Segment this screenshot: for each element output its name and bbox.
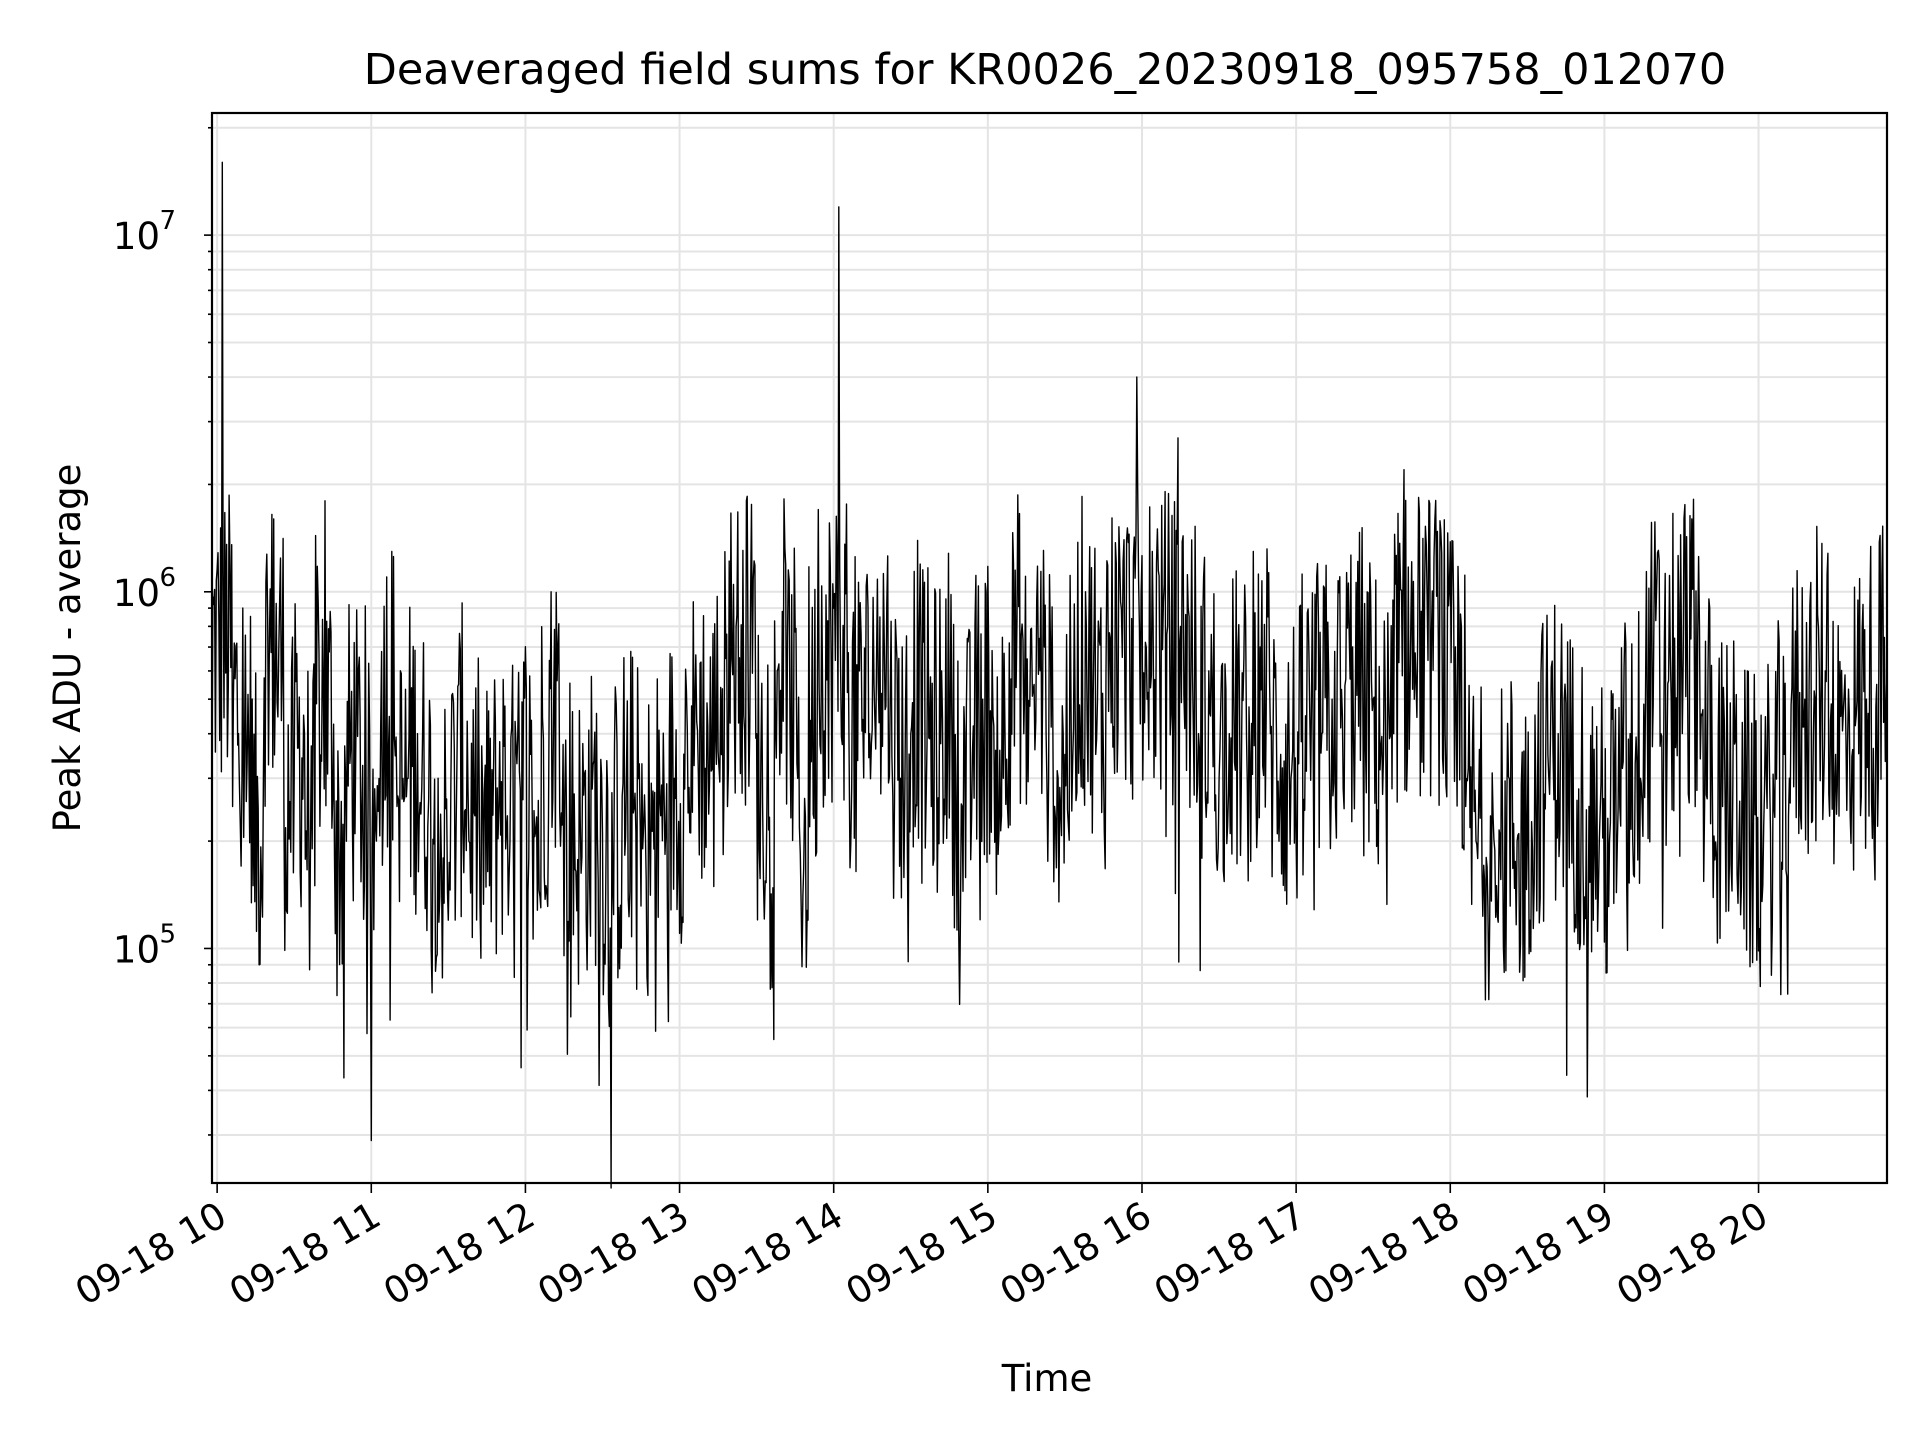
y-tick-label: 10 bbox=[113, 928, 160, 971]
chart-title: Deaveraged field sums for KR0026_2023091… bbox=[364, 45, 1727, 95]
y-tick-label: 10 bbox=[113, 215, 160, 258]
y-tick-label: 10 bbox=[113, 572, 160, 615]
x-axis-label: Time bbox=[1001, 1357, 1093, 1400]
plot-frame bbox=[210, 111, 1889, 1185]
y-tick-exponent: 7 bbox=[159, 206, 176, 236]
y-axis-label: Peak ADU - average bbox=[46, 464, 89, 833]
y-tick-exponent: 5 bbox=[159, 919, 176, 949]
series-line bbox=[211, 161, 1888, 1189]
plot-area bbox=[211, 161, 1888, 1189]
y-tick-exponent: 6 bbox=[159, 563, 176, 593]
